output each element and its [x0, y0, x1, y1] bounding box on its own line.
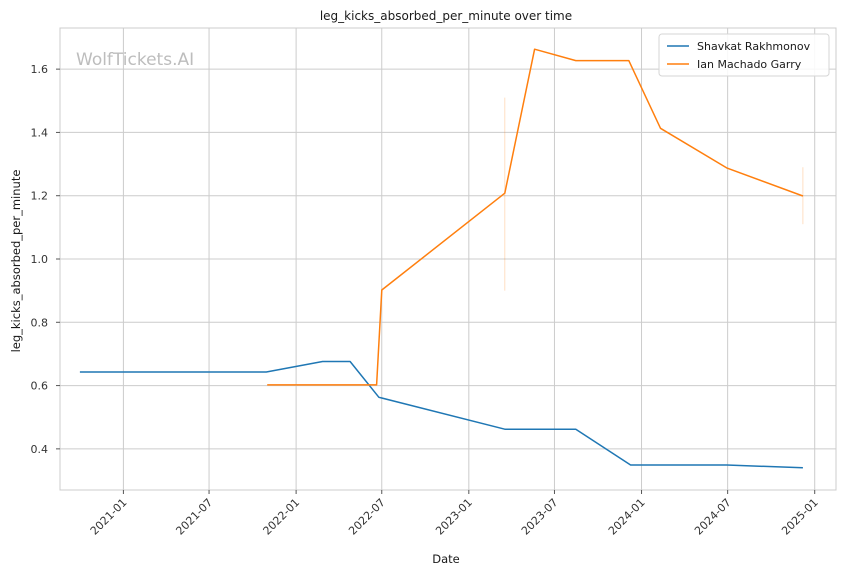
legend-label: Ian Machado Garry — [697, 58, 802, 71]
legend-label: Shavkat Rakhmonov — [697, 40, 811, 53]
y-tick-label: 0.4 — [31, 443, 49, 456]
y-tick-label: 0.8 — [31, 316, 49, 329]
y-tick-label: 1.4 — [31, 126, 49, 139]
y-tick-label: 1.0 — [31, 253, 49, 266]
y-tick-label: 1.6 — [31, 63, 49, 76]
x-axis-label: Date — [432, 552, 460, 566]
chart-title: leg_kicks_absorbed_per_minute over time — [320, 9, 572, 23]
series-lines — [79, 48, 804, 469]
y-axis-ticks: 0.4 0.6 0.8 1.0 1.2 1.4 1.6 — [31, 63, 60, 456]
legend: Shavkat Rakhmonov Ian Machado Garry — [658, 33, 830, 77]
y-tick-label: 0.6 — [31, 380, 49, 393]
y-axis-label: leg_kicks_absorbed_per_minute — [9, 170, 23, 353]
y-tick-label: 1.2 — [31, 190, 49, 203]
grid-lines — [60, 28, 836, 490]
series-line-0 — [79, 360, 803, 469]
legend-box — [658, 33, 830, 77]
series-line-1 — [267, 48, 804, 386]
watermark-text: WolfTickets.AI — [76, 50, 194, 70]
